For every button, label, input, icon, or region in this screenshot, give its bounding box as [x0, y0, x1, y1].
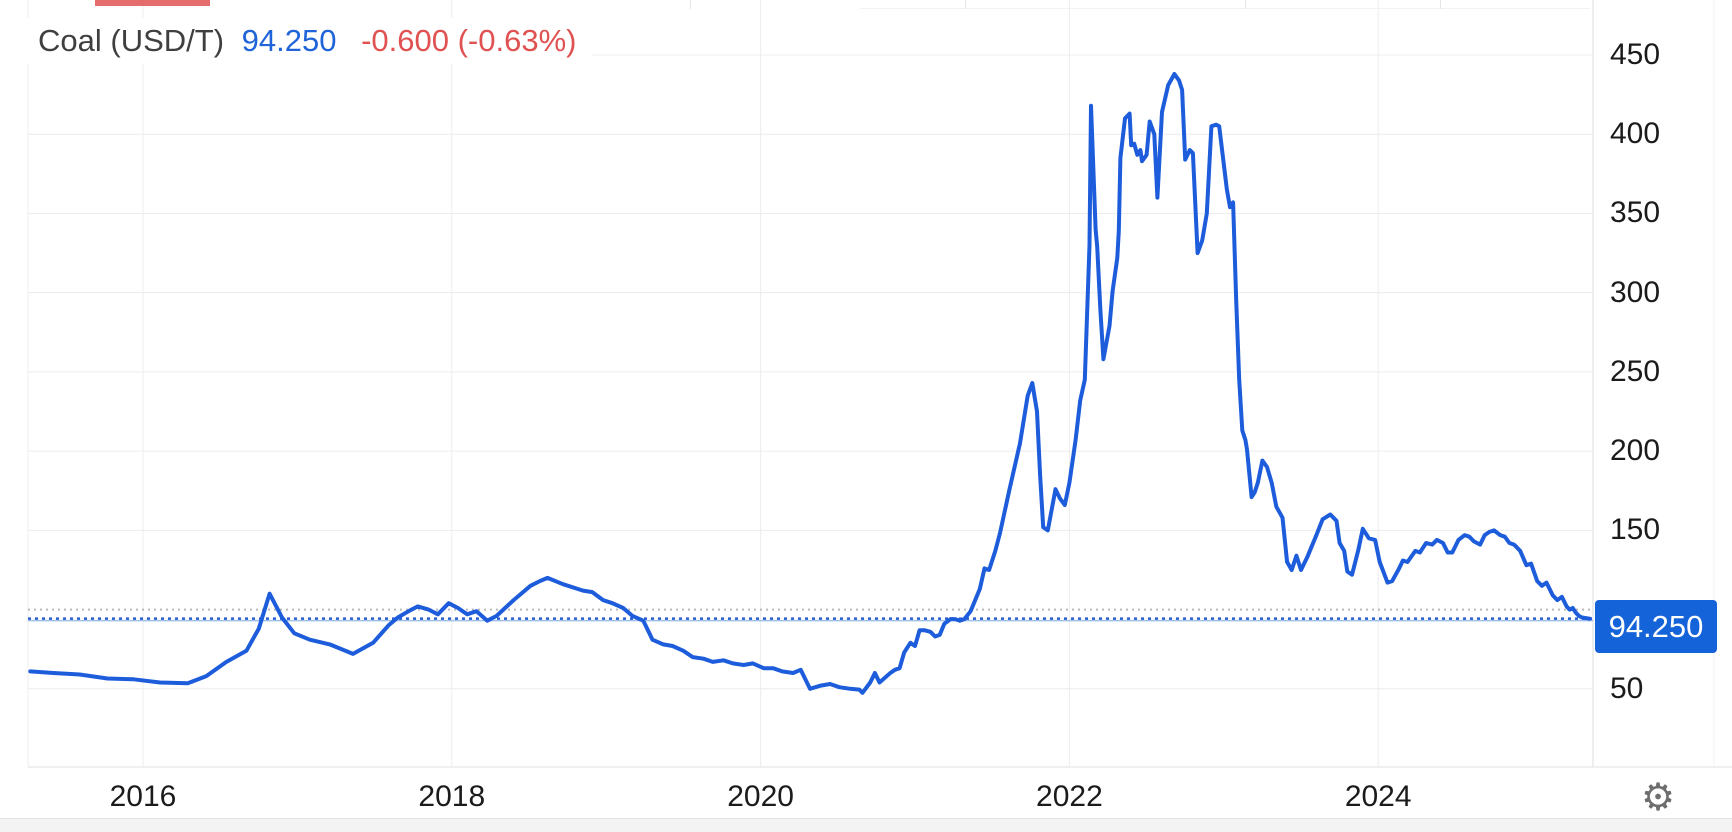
- current-price-badge-label: 94.250: [1608, 608, 1704, 644]
- price-change: -0.600 (-0.63%): [361, 23, 577, 58]
- price-line-series: [28, 72, 1592, 695]
- cutoff-toolbar-divider: [965, 0, 966, 9]
- x-tick-label: 2022: [1036, 780, 1103, 813]
- x-tick-label: 2020: [727, 780, 794, 813]
- y-tick-label: 450: [1610, 38, 1661, 71]
- footer-strip: [0, 818, 1732, 832]
- x-tick-label: 2024: [1344, 780, 1412, 813]
- x-tick-label: 2018: [418, 780, 486, 813]
- y-tick-label: 150: [1610, 513, 1661, 547]
- cutoff-toolbar-divider: [1245, 0, 1246, 9]
- cutoff-toolbar-remnant: [860, 8, 1590, 9]
- cutoff-toolbar-divider: [1440, 0, 1441, 9]
- y-tick-label: 250: [1610, 354, 1661, 388]
- y-tick-label: 200: [1610, 434, 1661, 468]
- chart-header: Coal (USD/T) 94.250 -0.600 (-0.63%): [24, 18, 593, 64]
- instrument-title: Coal (USD/T): [38, 23, 225, 58]
- current-price-badge: 94.250: [1595, 600, 1717, 653]
- y-tick-label: 300: [1610, 275, 1661, 309]
- x-tick-label: 2016: [109, 780, 177, 813]
- y-tick-label: 350: [1610, 196, 1661, 230]
- cutoff-toolbar-divider: [690, 0, 691, 9]
- y-tick-label: 400: [1610, 117, 1661, 151]
- last-price: 94.250: [241, 23, 337, 58]
- y-tick-label: 50: [1610, 671, 1644, 705]
- gear-icon[interactable]: ⚙: [1640, 776, 1676, 819]
- cutoff-toolbar-remnant: [95, 0, 210, 6]
